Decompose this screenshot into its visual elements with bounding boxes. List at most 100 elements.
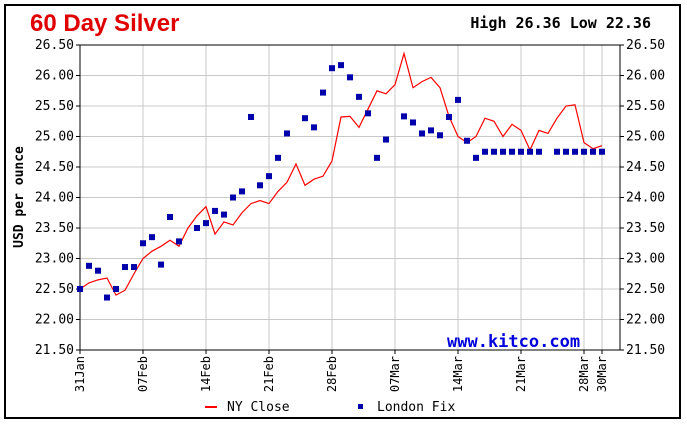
y-tick-label-right: 24.50 xyxy=(626,160,665,175)
y-axis-label: USD per ounce xyxy=(12,146,27,248)
x-tick-label: 14Mar xyxy=(451,356,465,392)
london-fix-point xyxy=(77,286,83,292)
london-fix-point xyxy=(104,294,110,301)
london-fix-point xyxy=(284,130,290,137)
london-fix-point xyxy=(212,207,218,214)
london-fix-point xyxy=(302,115,308,122)
x-tick-label: 07Mar xyxy=(388,356,402,392)
london-fix-point xyxy=(347,74,353,81)
london-fix-point xyxy=(518,148,524,155)
x-tick-label: 28Mar xyxy=(577,356,591,392)
x-tick-label: 21Mar xyxy=(514,356,528,392)
london-fix-point xyxy=(410,119,416,126)
london-fix-point xyxy=(320,89,326,96)
london-fix-point xyxy=(131,264,137,271)
london-fix-point xyxy=(509,148,515,155)
london-fix-point xyxy=(239,188,245,195)
x-tick-label: 31Jan xyxy=(73,356,87,392)
london-fix-point xyxy=(563,148,569,155)
kitco-watermark: www.kitco.com xyxy=(447,332,580,352)
london-fix-point xyxy=(428,127,434,134)
y-tick-label-left: 25.00 xyxy=(35,130,74,145)
london-fix-point xyxy=(230,194,236,201)
london-fix-point xyxy=(167,214,173,221)
y-tick-label-right: 22.50 xyxy=(626,282,665,297)
london-fix-point xyxy=(365,110,371,117)
london-fix-point xyxy=(419,130,425,137)
legend-swatch-london-fix xyxy=(358,404,363,409)
x-tick-label: 30Mar xyxy=(595,356,609,392)
london-fix-point xyxy=(221,211,227,218)
london-fix-point xyxy=(203,220,209,227)
london-fix-point xyxy=(482,148,488,155)
london-fix-point xyxy=(455,96,461,103)
x-axis-ticks: 31Jan 07Feb 14Feb 21Feb 28Feb 07Mar 14Mar 21Mar… xyxy=(73,350,609,392)
london-fix-point xyxy=(599,148,605,155)
london-fix-point xyxy=(527,148,533,155)
london-fix-point xyxy=(554,148,560,155)
london-fix-point xyxy=(140,240,146,247)
y-tick-label-left: 21.50 xyxy=(35,343,74,358)
london-fix-point xyxy=(500,148,506,155)
london-fix-point xyxy=(248,113,254,120)
y-tick-label-left: 22.50 xyxy=(35,282,74,297)
london-fix-point xyxy=(275,154,281,161)
legend-label: London Fix xyxy=(377,400,455,415)
y-tick-label-left: 25.50 xyxy=(35,99,74,114)
y-tick-label-left: 23.50 xyxy=(35,221,74,236)
chart-title: 60 Day Silver xyxy=(30,10,180,37)
y-tick-label-right: 23.00 xyxy=(626,252,665,267)
y-tick-label-right: 25.00 xyxy=(626,130,665,145)
x-tick-label: 28Feb xyxy=(325,356,339,392)
london-fix-point xyxy=(401,113,407,120)
x-tick-label: 14Feb xyxy=(199,356,213,392)
london-fix-point xyxy=(491,148,497,155)
legend: NY Close London Fix xyxy=(205,400,455,415)
y-tick-label-right: 23.50 xyxy=(626,221,665,236)
london-fix-point xyxy=(581,148,587,155)
y-axis-right-ticks: 26.50 26.00 25.50 25.00 24.50 24.00 23.50 23.00… xyxy=(620,38,665,358)
y-tick-label-left: 26.00 xyxy=(35,69,74,84)
y-axis-left-ticks: 26.50 26.00 25.50 25.00 24.50 24.00 23.50 23.00… xyxy=(35,38,80,358)
london-fix-point xyxy=(149,234,155,241)
london-fix-point xyxy=(113,286,119,292)
y-tick-label-left: 24.00 xyxy=(35,191,74,206)
london-fix-point xyxy=(536,148,542,155)
series-layer xyxy=(77,51,605,301)
high-low-readout: High 26.36 Low 22.36 xyxy=(470,14,651,32)
london-fix-point xyxy=(374,154,380,161)
london-fix-point xyxy=(266,173,272,180)
london-fix-point xyxy=(311,124,317,131)
x-tick-label: 07Feb xyxy=(136,356,150,392)
london-fix-point xyxy=(86,262,92,269)
y-tick-label-right: 25.50 xyxy=(626,99,665,114)
y-tick-label-right: 26.50 xyxy=(626,38,665,53)
london-fix-point xyxy=(590,148,596,155)
london-fix-point xyxy=(446,113,452,120)
london-fix-point xyxy=(383,136,389,143)
legend-label: NY Close xyxy=(227,400,290,415)
y-tick-label-right: 21.50 xyxy=(626,343,665,358)
london-fix-point xyxy=(437,132,443,139)
london-fix-point xyxy=(356,93,362,100)
y-tick-label-right: 26.00 xyxy=(626,69,665,84)
london-fix-point xyxy=(194,225,200,231)
london-fix-point xyxy=(338,62,344,69)
london-fix-point xyxy=(473,154,479,161)
london-fix-point xyxy=(122,264,128,271)
y-tick-label-right: 24.00 xyxy=(626,191,665,206)
y-tick-label-left: 26.50 xyxy=(35,38,74,53)
london-fix-point xyxy=(464,137,470,144)
london-fix-point xyxy=(158,261,164,268)
london-fix-point xyxy=(329,65,335,72)
ny-close-line xyxy=(79,51,603,296)
london-fix-point xyxy=(257,182,263,189)
london-fix-point xyxy=(95,267,101,274)
gridlines xyxy=(79,44,620,351)
y-tick-label-left: 22.00 xyxy=(35,313,74,328)
y-tick-label-right: 22.00 xyxy=(626,313,665,328)
x-tick-label: 21Feb xyxy=(262,356,276,392)
london-fix-point xyxy=(572,148,578,155)
y-tick-label-left: 24.50 xyxy=(35,160,74,175)
